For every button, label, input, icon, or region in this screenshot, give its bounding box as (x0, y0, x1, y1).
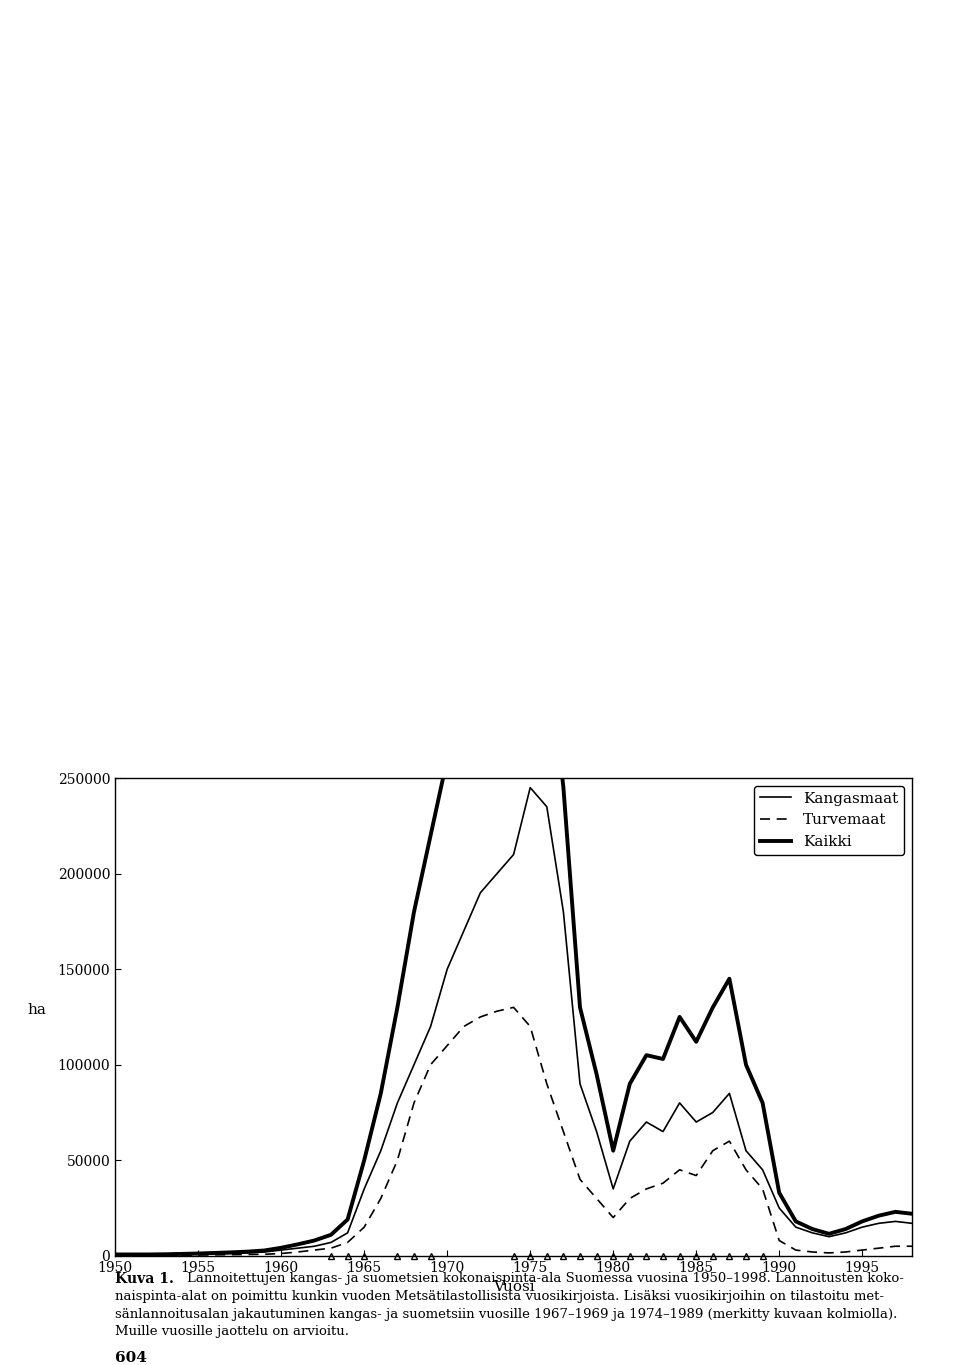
Text: Lannoitettujen kangas- ja suometsien kokonaispinta-ala Suomessa vuosina 1950–199: Lannoitettujen kangas- ja suometsien kok… (187, 1272, 904, 1286)
Y-axis label: ha: ha (28, 1003, 46, 1017)
Text: naispinta-alat on poimittu kunkin vuoden Metsätilastollisista vuosikirjoista. Li: naispinta-alat on poimittu kunkin vuoden… (115, 1290, 884, 1304)
Legend: Kangasmaat, Turvemaat, Kaikki: Kangasmaat, Turvemaat, Kaikki (755, 786, 904, 856)
X-axis label: Vuosi: Vuosi (492, 1280, 535, 1294)
Text: Muille vuosille jaottelu on arvioitu.: Muille vuosille jaottelu on arvioitu. (115, 1325, 349, 1339)
Text: 604: 604 (115, 1351, 147, 1365)
Text: sänlannoitusalan jakautuminen kangas- ja suometsiin vuosille 1967–1969 ja 1974–1: sänlannoitusalan jakautuminen kangas- ja… (115, 1308, 898, 1321)
Text: Kuva 1.: Kuva 1. (115, 1272, 174, 1286)
